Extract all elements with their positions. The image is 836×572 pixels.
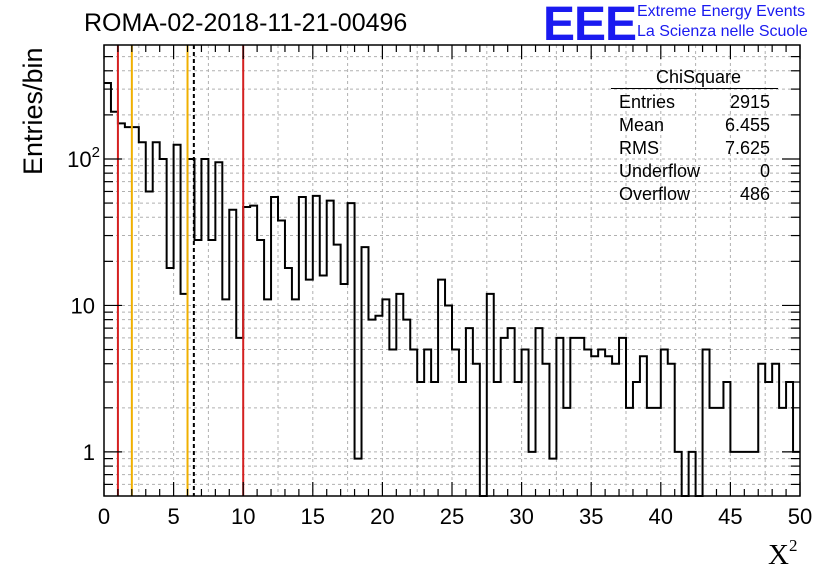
x-tick-label: 45 — [718, 504, 742, 529]
eee-logo: EEE — [543, 0, 637, 51]
x-tick-label: 35 — [579, 504, 603, 529]
x-tick-label: 20 — [370, 504, 394, 529]
y-tick-label: 1 — [83, 440, 95, 465]
stats-label: Mean — [619, 115, 665, 135]
stats-label: Overflow — [619, 184, 691, 204]
x-tick-label: 5 — [167, 504, 179, 529]
x-tick-label: 25 — [440, 504, 464, 529]
stats-title: ChiSquare — [611, 66, 778, 89]
stats-value: 486 — [739, 184, 770, 204]
stats-label: Underflow — [619, 161, 701, 181]
stats-box: ChiSquare Entries 2915 Mean 6.455 RMS 7.625… — [611, 66, 778, 206]
stats-row-underflow: Underflow 0 — [611, 160, 778, 183]
logo-line-2: La Scienza nelle Scuole — [637, 23, 808, 40]
stats-value: 2915 — [729, 92, 770, 112]
x-tick-label: 40 — [649, 504, 673, 529]
stats-label: Entries — [619, 92, 676, 112]
stats-value: 0 — [759, 161, 770, 181]
x-axis-label-text: X — [768, 539, 789, 571]
x-tick-label: 50 — [788, 504, 812, 529]
stats-row-rms: RMS 7.625 — [611, 137, 778, 160]
stats-row-mean: Mean 6.455 — [611, 114, 778, 137]
y-tick-label: 10 — [71, 293, 95, 318]
x-tick-label: 30 — [509, 504, 533, 529]
y-tick-label: 102 — [67, 144, 100, 172]
stats-label: RMS — [619, 138, 659, 158]
stats-value: 7.625 — [724, 138, 770, 158]
histogram-series — [104, 82, 800, 497]
x-tick-label: 15 — [301, 504, 325, 529]
y-axis-label-text: Entries/bin — [18, 47, 48, 175]
x-axis-label-sup: 2 — [788, 536, 798, 555]
stats-row-entries: Entries 2915 — [611, 91, 778, 114]
x-tick-label: 10 — [231, 504, 255, 529]
stats-row-overflow: Overflow 486 — [611, 183, 778, 206]
eee-logo-text: Extreme Energy Events La Scienza nelle S… — [637, 2, 808, 42]
x-tick-label: 0 — [98, 504, 110, 529]
logo-line-1: Extreme Energy Events — [637, 3, 806, 20]
stats-value: 6.455 — [724, 115, 770, 135]
x-axis-label: X2 — [768, 536, 797, 572]
chart-title: ROMA-02-2018-11-21-00496 — [84, 9, 408, 37]
